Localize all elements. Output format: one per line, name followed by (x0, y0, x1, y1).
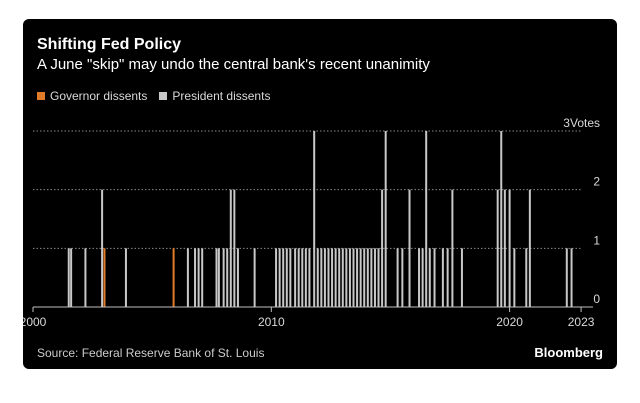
president-dissent-bar (285, 248, 288, 307)
president-dissent-bar (418, 248, 421, 307)
president-dissent-bar (356, 248, 359, 307)
president-dissent-bar (275, 248, 278, 307)
president-dissent-bar (308, 248, 311, 307)
president-dissent-bar (301, 248, 304, 307)
chart-legend: Governor dissents President dissents (37, 89, 270, 103)
president-dissent-bar (186, 248, 189, 307)
legend-swatch-president (159, 92, 168, 100)
president-dissent-bar (500, 131, 503, 307)
president-dissent-bar (377, 248, 380, 307)
president-dissent-bar (433, 248, 436, 307)
president-dissent-bar (366, 248, 369, 307)
president-dissent-bar (289, 248, 292, 307)
president-dissent-bar (236, 248, 239, 307)
president-dissent-bar (441, 248, 444, 307)
president-dissent-bar (428, 248, 431, 307)
x-tick-label: 2023 (568, 315, 595, 329)
president-dissent-bar (253, 248, 256, 307)
president-dissent-bar (451, 189, 454, 307)
legend-swatch-governor (37, 92, 45, 100)
chart-card: Shifting Fed Policy A June "skip" may un… (23, 19, 617, 369)
legend-item-governor: Governor dissents (37, 89, 147, 103)
president-dissent-bar (348, 248, 351, 307)
president-dissent-bar (503, 189, 506, 307)
president-dissent-bar (341, 248, 344, 307)
legend-label-governor: Governor dissents (50, 89, 148, 103)
president-dissent-bar (359, 248, 362, 307)
president-dissent-bar (222, 248, 225, 307)
president-dissent-bar (331, 248, 334, 307)
chart-title: Shifting Fed Policy (37, 36, 182, 53)
president-dissent-bar (84, 248, 87, 307)
president-dissent-bar (370, 248, 373, 307)
president-dissent-bar (282, 248, 285, 307)
y-tick-label: 2 (593, 175, 600, 189)
president-dissent-bar (513, 248, 516, 307)
president-dissent-bar (226, 248, 229, 307)
president-dissent-bar (396, 248, 399, 307)
president-dissent-bar (496, 189, 499, 307)
legend-item-president: President dissents (159, 89, 270, 103)
president-dissent-bar (384, 131, 387, 307)
president-dissent-bar (101, 189, 104, 307)
y-tick-label: 1 (593, 233, 600, 247)
president-dissent-bar (508, 189, 511, 307)
president-dissent-bar (217, 248, 220, 307)
president-dissent-bar (194, 248, 197, 307)
x-tick-label: 2010 (258, 315, 285, 329)
x-tick-label: 2020 (496, 315, 523, 329)
president-dissent-bar (408, 189, 411, 307)
president-dissent-bar (294, 248, 297, 307)
x-tick-label: 2000 (23, 315, 47, 329)
governor-dissent-bar (103, 248, 106, 307)
president-dissent-bar (67, 248, 70, 307)
president-dissent-bar (460, 248, 463, 307)
president-dissent-bar (363, 248, 366, 307)
y-tick-label: 0 (593, 292, 600, 306)
president-dissent-bar (124, 248, 127, 307)
president-dissent-bar (233, 189, 236, 307)
president-dissent-bar (334, 248, 337, 307)
president-dissent-bar (446, 248, 449, 307)
bloomberg-logo: Bloomberg (534, 345, 603, 360)
source-note: Source: Federal Reserve Bank of St. Loui… (37, 346, 265, 360)
president-dissent-bar (278, 248, 281, 307)
president-dissent-bar (215, 248, 218, 307)
legend-label-president: President dissents (172, 89, 271, 103)
president-dissent-bar (201, 248, 204, 307)
president-dissent-bar (570, 248, 573, 307)
president-dissent-bar (565, 248, 568, 307)
president-dissent-bar (401, 248, 404, 307)
president-dissent-bar (313, 131, 316, 307)
president-dissent-bar (373, 248, 376, 307)
president-dissent-bar (229, 189, 232, 307)
president-dissent-bar (320, 248, 323, 307)
president-dissent-bar (525, 248, 528, 307)
president-dissent-bar (528, 189, 531, 307)
president-dissent-bar (70, 248, 73, 307)
president-dissent-bar (327, 248, 330, 307)
president-dissent-bar (352, 248, 355, 307)
president-dissent-bar (297, 248, 300, 307)
president-dissent-bar (425, 131, 428, 307)
president-dissent-bar (323, 248, 326, 307)
president-dissent-bar (381, 189, 384, 307)
president-dissent-bar (421, 248, 424, 307)
chart-subtitle: A June "skip" may undo the central bank'… (37, 56, 430, 73)
y-tick-label: 3Votes (563, 116, 600, 130)
president-dissent-bar (338, 248, 341, 307)
president-dissent-bar (345, 248, 348, 307)
president-dissent-bar (316, 248, 319, 307)
president-dissent-bar (197, 248, 200, 307)
president-dissent-bar (304, 248, 307, 307)
dissent-bar-chart: 0 1 2 3Votes 2000 2010 2020 2023 (23, 116, 600, 329)
governor-dissent-bar (172, 248, 175, 307)
